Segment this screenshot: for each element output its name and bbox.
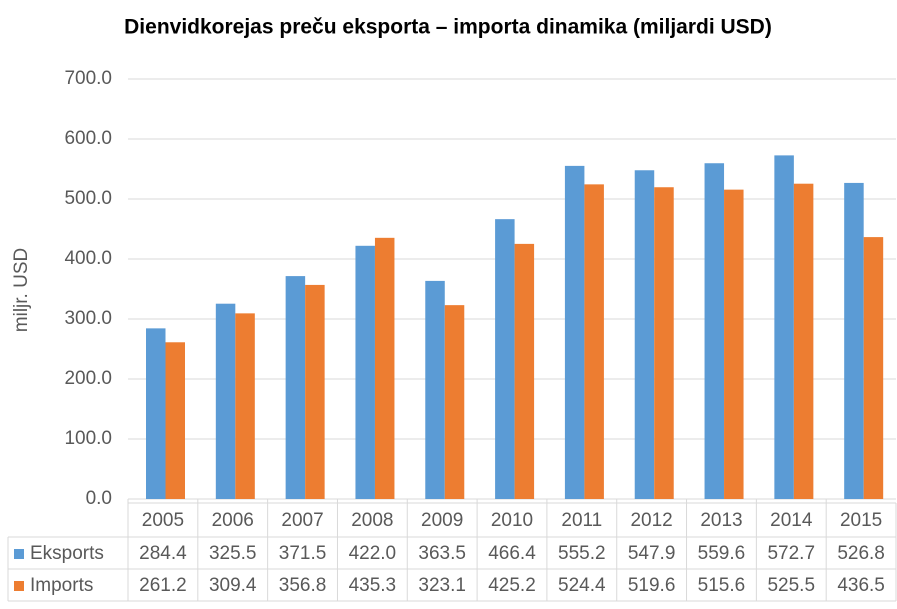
table-value: 325.5 <box>209 543 257 564</box>
bar <box>564 165 585 499</box>
table-value: 356.8 <box>279 575 327 596</box>
y-tick-label: 100.0 <box>64 428 112 449</box>
table-value: 555.2 <box>558 543 606 564</box>
legend-label: Eksports <box>30 543 104 564</box>
legend-key <box>14 581 24 591</box>
bar <box>444 305 465 499</box>
table-value: 371.5 <box>279 543 327 564</box>
table-value: 519.6 <box>628 575 676 596</box>
table-value: 425.2 <box>488 575 536 596</box>
bar <box>146 328 166 499</box>
bar <box>425 280 445 499</box>
y-tick-label: 0.0 <box>86 488 112 509</box>
bar <box>654 187 674 500</box>
bar <box>774 155 794 499</box>
bar <box>495 219 515 499</box>
chart-title: Dienvidkorejas preču eksporta – importa … <box>124 16 772 39</box>
bar <box>165 342 185 499</box>
table-value: 466.4 <box>488 543 536 564</box>
x-tick-label: 2014 <box>770 510 813 531</box>
legend-label: Imports <box>30 575 93 596</box>
bar <box>793 183 814 499</box>
bar <box>724 189 744 499</box>
table-value: 323.1 <box>418 575 466 596</box>
table-value: 261.2 <box>139 575 187 596</box>
bar <box>235 313 255 499</box>
x-tick-label: 2006 <box>212 510 254 531</box>
table-value: 547.9 <box>628 543 676 564</box>
bar <box>844 182 864 500</box>
x-tick-label: 2015 <box>840 510 882 531</box>
table-value: 422.0 <box>349 543 397 564</box>
table-value: 559.6 <box>698 543 746 564</box>
table-value: 526.8 <box>837 543 885 564</box>
x-tick-label: 2012 <box>630 510 672 531</box>
x-tick-label: 2013 <box>700 510 742 531</box>
x-tick-label: 2007 <box>281 510 323 531</box>
table-value: 363.5 <box>418 543 466 564</box>
y-tick-label: 400.0 <box>64 248 112 269</box>
bar <box>584 184 604 500</box>
table-value: 309.4 <box>209 575 257 596</box>
table-value: 436.5 <box>837 575 885 596</box>
table-value: 524.4 <box>558 575 606 596</box>
table-value: 435.3 <box>349 575 397 596</box>
bar <box>305 284 325 499</box>
table-value: 525.5 <box>767 575 815 596</box>
bar <box>355 245 375 499</box>
bar <box>514 243 535 499</box>
x-tick-label: 2011 <box>561 510 602 531</box>
legend-key <box>14 549 24 559</box>
bar <box>704 163 725 500</box>
y-tick-label: 500.0 <box>64 188 112 209</box>
bar <box>285 276 306 499</box>
y-tick-label: 600.0 <box>64 128 112 149</box>
y-tick-label: 300.0 <box>64 308 112 329</box>
y-tick-label: 700.0 <box>64 68 112 89</box>
table-value: 284.4 <box>139 543 187 564</box>
bar <box>863 237 884 499</box>
x-tick-label: 2008 <box>351 510 393 531</box>
y-tick-label: 200.0 <box>64 368 112 389</box>
bar <box>374 237 395 499</box>
x-tick-label: 2010 <box>491 510 533 531</box>
bar <box>634 170 655 499</box>
table-value: 515.6 <box>698 575 746 596</box>
x-tick-label: 2009 <box>421 510 463 531</box>
y-axis-label: miljr. USD <box>11 248 32 332</box>
table-value: 572.7 <box>767 543 815 564</box>
x-tick-label: 2005 <box>142 510 184 531</box>
bar <box>215 303 236 499</box>
